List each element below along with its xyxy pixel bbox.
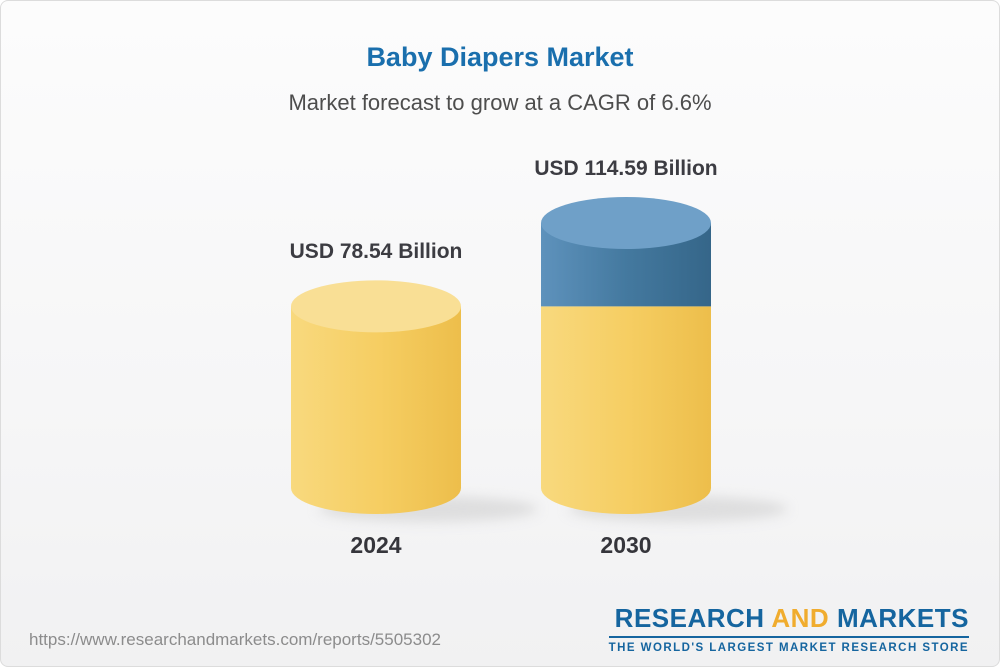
brand-tagline: THE WORLD'S LARGEST MARKET RESEARCH STOR… — [608, 642, 969, 654]
cylinder-top — [541, 197, 711, 249]
bar-category-label: 2030 — [600, 532, 652, 558]
source-url: https://www.researchandmarkets.com/repor… — [29, 630, 441, 649]
chart-subtitle: Market forecast to grow at a CAGR of 6.6… — [288, 90, 712, 115]
bar-value-label: USD 114.59 Billion — [534, 157, 718, 180]
chart-title: Baby Diapers Market — [366, 42, 634, 72]
bar-shadow — [318, 496, 538, 522]
cylinder-top — [291, 280, 461, 333]
logo-word-and: AND — [771, 603, 830, 633]
brand-logo-wordmark: RESEARCH AND MARKETS — [609, 603, 969, 634]
bar-shadow — [568, 496, 788, 522]
bar-category-label: 2024 — [350, 532, 402, 558]
brand-logo: RESEARCH AND MARKETS THE WORLD'S LARGEST… — [608, 603, 969, 654]
bar-value-label: USD 78.54 Billion — [289, 240, 463, 264]
logo-word-markets: MARKETS — [836, 603, 969, 633]
cylinder-segment — [541, 306, 711, 514]
cylinder-segment — [291, 306, 461, 514]
logo-divider-rule — [608, 636, 969, 638]
cylinder-segment — [541, 223, 711, 307]
logo-word-research: RESEARCH — [614, 603, 765, 633]
